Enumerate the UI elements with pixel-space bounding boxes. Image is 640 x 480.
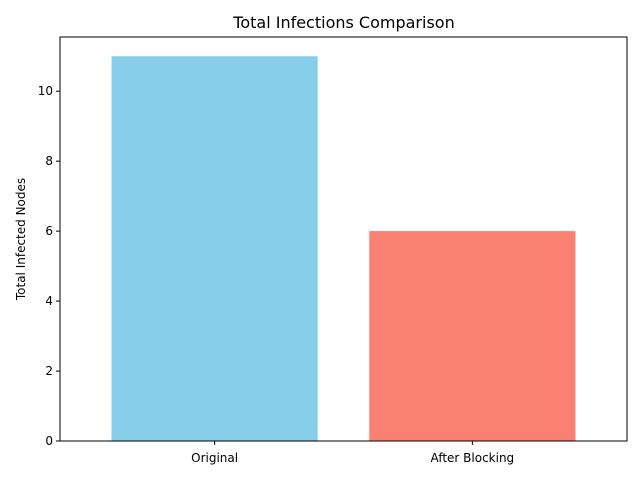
y-axis-label: Total Infected Nodes	[14, 178, 28, 301]
bar-original	[111, 56, 318, 441]
x-tick-label: After Blocking	[431, 451, 515, 465]
bar-after-blocking	[369, 231, 576, 441]
y-tick-label: 6	[45, 224, 53, 238]
y-tick-label: 8	[45, 154, 53, 168]
y-tick-label: 2	[45, 364, 53, 378]
x-axis-ticks: Original After Blocking	[191, 441, 514, 465]
plot-frame	[59, 36, 628, 442]
y-tick-label: 4	[45, 294, 53, 308]
y-tick-label: 10	[38, 84, 53, 98]
y-axis-ticks: 0 2 4 6 8 10	[38, 84, 60, 448]
y-tick-label: 0	[45, 434, 53, 448]
bars-group	[111, 56, 576, 441]
chart-title: Total Infections Comparison	[232, 13, 454, 32]
x-tick-label: Original	[191, 451, 238, 465]
